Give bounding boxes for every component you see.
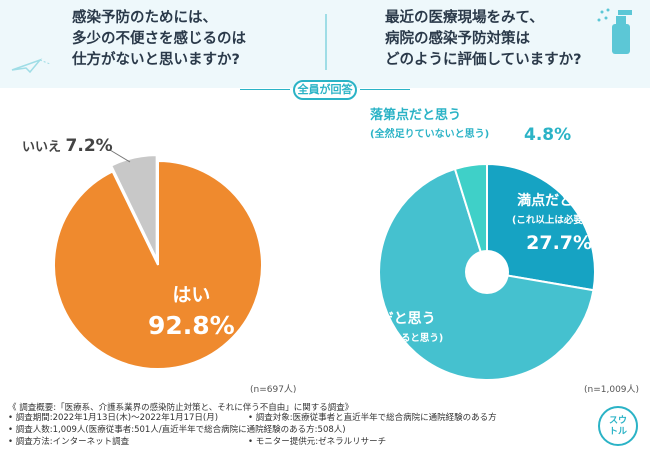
label-fail-name: 落第点だと思う [370, 108, 462, 123]
right-question: 最近の医療現場をみて、 病院の感染予防対策は どのように評価していますか? [385, 8, 581, 71]
label-fail-sub: (全然足りていないと思う) [370, 129, 490, 140]
header-divider [325, 14, 327, 70]
label-yes-value: 92.8% [148, 311, 235, 340]
label-full-sub: (これ以上は必要ない) [512, 215, 607, 226]
right-question-line: 最近の医療現場をみて、 [385, 10, 544, 26]
brand-logo-text: スウ トル [608, 416, 627, 437]
pie-slice-満点だと思う [486, 162, 596, 292]
right-question-line: 病院の感染予防対策は [385, 31, 530, 47]
sanitizer-bottle-icon [597, 8, 632, 54]
label-yes-name: はい [172, 284, 211, 306]
label-pass-name: 及第点だと思う [337, 311, 436, 327]
overview-period: • 調査期間:2022年1月13日(木)〜2022年1月17日(月) [8, 413, 219, 423]
brand-logo: スウ トル [598, 406, 638, 446]
label-pass-value: 67.5% [351, 350, 422, 374]
label-full-value: 27.7% [526, 232, 593, 254]
label-no-value: 7.2% [65, 136, 113, 156]
left-n-note: (n=697人) [250, 385, 297, 395]
label-no-name: いいえ [22, 140, 62, 155]
donut-hole [465, 250, 509, 294]
overview-people: • 調査人数:1,009人(医療従事者:501人/直近半年で総合病院に通院経験の… [8, 425, 346, 435]
label-fail: 落第点だと思う (全然足りていないと思う) [370, 104, 489, 140]
pie-slice-はい [53, 159, 263, 370]
badge-line-left [240, 89, 290, 90]
leader-line-no [109, 149, 131, 163]
badge-line-right [360, 89, 410, 90]
overview-title: 《 調査概要:「医療系、介護系業界の感染防止対策と、それに伴う不自由」に関する調… [8, 403, 354, 413]
paper-plane-icon [11, 58, 51, 74]
left-question: 感染予防のためには、 多少の不便さを感じるのは 仕方がないと思いますか? [72, 8, 246, 71]
left-question-line: 多少の不便さを感じるのは [72, 31, 246, 47]
left-question-line: 仕方がないと思いますか? [72, 52, 240, 68]
label-no: いいえ 7.2% [22, 136, 113, 156]
pie-slice-落第点だと思う [453, 162, 488, 273]
label-full: 満点だと思う (これ以上は必要ない) 27.7% [512, 190, 606, 254]
left-question-line: 感染予防のためには、 [72, 10, 217, 26]
label-full-name: 満点だと思う [517, 193, 602, 209]
label-fail-value: 4.8% [524, 125, 572, 145]
header-banner: 感染予防のためには、 多少の不便さを感じるのは 仕方がないと思いますか? 最近の… [0, 0, 650, 88]
all-respondents-badge: 全員が回答 [293, 80, 357, 100]
overview-method: • 調査方法:インターネット調査 [8, 437, 130, 447]
right-n-note: (n=1,009人) [584, 385, 640, 395]
label-pass: 及第点だと思う (改善の余地はあると思う) 67.5% [330, 308, 443, 374]
pie-slice-いいえ [109, 154, 158, 260]
right-question-line: どのように評価していますか? [385, 52, 582, 68]
label-pass-sub: (改善の余地はあると思う) [330, 333, 444, 344]
pie-charts [53, 149, 596, 381]
overview-provider: • モニター提供元:ゼネラルリサーチ [248, 437, 387, 447]
label-yes: はい 92.8% [148, 280, 235, 340]
overview-target: • 調査対象:医療従事者と直近半年で総合病院に通院経験のある方 [248, 413, 497, 423]
